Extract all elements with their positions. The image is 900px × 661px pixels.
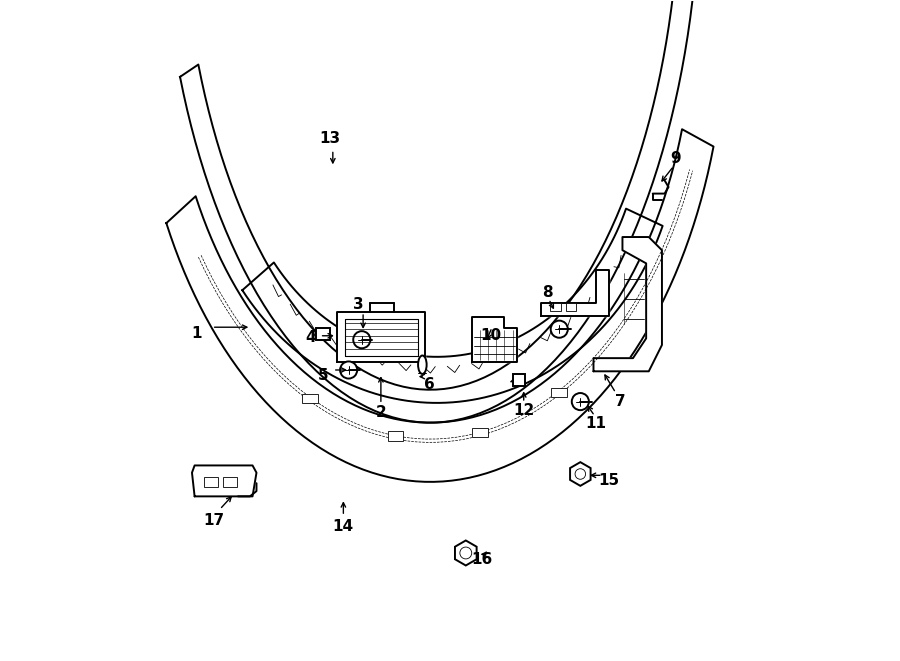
Text: 10: 10	[481, 329, 501, 343]
Bar	[223, 477, 238, 487]
Polygon shape	[242, 209, 662, 403]
Circle shape	[572, 393, 589, 410]
Ellipse shape	[418, 356, 427, 374]
Bar	[388, 431, 403, 440]
Circle shape	[460, 547, 472, 559]
Text: 1: 1	[192, 327, 202, 341]
Text: 12: 12	[513, 403, 535, 418]
Bar	[316, 328, 330, 340]
Text: 16: 16	[471, 552, 492, 567]
Polygon shape	[472, 317, 518, 362]
Polygon shape	[541, 270, 609, 316]
Polygon shape	[166, 129, 714, 482]
Text: 8: 8	[542, 285, 553, 300]
Polygon shape	[180, 0, 696, 422]
Text: 15: 15	[598, 473, 620, 488]
Circle shape	[575, 469, 586, 479]
Circle shape	[340, 362, 357, 379]
Text: 6: 6	[424, 377, 435, 392]
Text: 14: 14	[333, 519, 354, 534]
Bar	[513, 374, 525, 386]
Bar	[203, 477, 219, 487]
Polygon shape	[337, 312, 425, 362]
Bar	[552, 387, 567, 397]
Text: 7: 7	[615, 394, 626, 409]
Bar	[472, 428, 488, 437]
Text: 3: 3	[353, 297, 364, 312]
Text: 13: 13	[320, 131, 341, 146]
Text: 4: 4	[305, 330, 316, 344]
Bar	[302, 394, 318, 403]
Text: 17: 17	[203, 512, 225, 527]
Text: 11: 11	[586, 416, 607, 432]
Circle shape	[353, 331, 371, 348]
Text: 2: 2	[375, 405, 386, 420]
Bar	[566, 303, 576, 311]
Text: 9: 9	[670, 151, 680, 165]
Circle shape	[551, 321, 568, 338]
Bar	[550, 303, 561, 311]
Polygon shape	[593, 237, 662, 371]
Polygon shape	[192, 465, 256, 496]
Text: 5: 5	[319, 368, 328, 383]
